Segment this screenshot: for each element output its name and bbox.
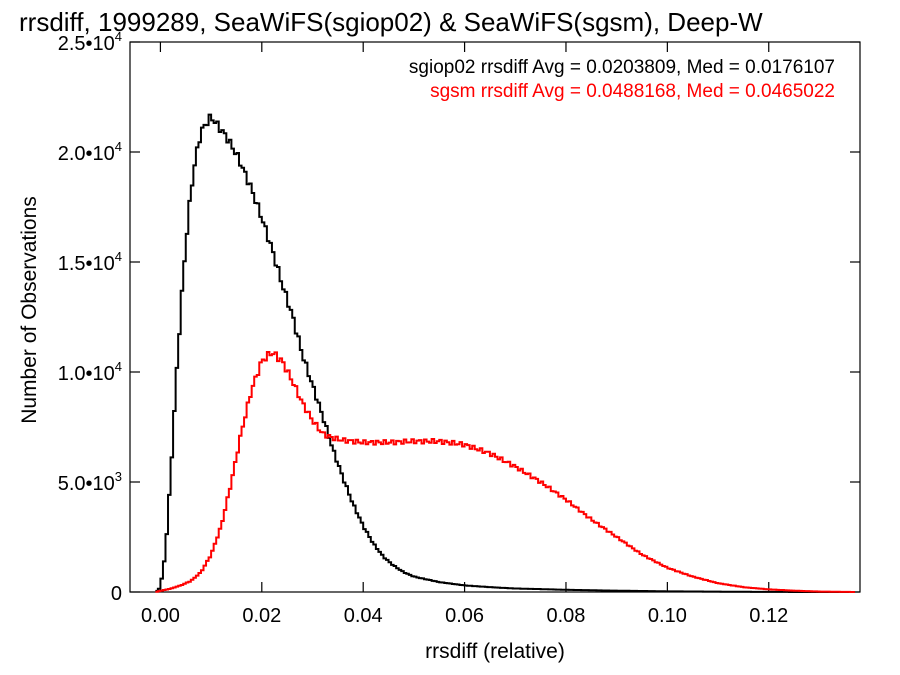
legend: sgiop02 rrsdiff Avg = 0.0203809, Med = 0…	[409, 57, 835, 102]
y-tick-label: 5.0•103	[58, 469, 122, 495]
x-tick-label: 0.02	[242, 605, 281, 627]
x-axis-label: rrsdiff (relative)	[425, 640, 565, 663]
axes: 0.00 0.02 0.04 0.06 0.08 0.10 0.12 0 5.0•103 1.0•…	[58, 29, 861, 627]
y-tick-label: 2.0•104	[58, 139, 122, 165]
histogram-series-2	[155, 351, 855, 593]
series-layer	[155, 113, 855, 593]
x-tick-label: 0.08	[547, 605, 586, 627]
x-tick-label: 0.04	[344, 605, 383, 627]
x-tick-label: 0.10	[648, 605, 687, 627]
x-tick-label: 0.00	[141, 605, 180, 627]
histogram-series-1	[155, 113, 855, 593]
legend-entry-2: sgsm rrsdiff Avg = 0.0488168, Med = 0.04…	[430, 81, 835, 102]
y-tick-label: 1.0•104	[58, 359, 122, 385]
x-tick-label: 0.06	[445, 605, 484, 627]
chart-title: rrsdiff, 1999289, SeaWiFS(sgiop02) & Sea…	[19, 7, 763, 37]
legend-entry-1: sgiop02 rrsdiff Avg = 0.0203809, Med = 0…	[409, 57, 835, 78]
plot-frame	[129, 41, 861, 593]
y-tick-label: 1.5•104	[58, 249, 122, 275]
y-tick-label: 0	[111, 583, 122, 605]
y-tick-label: 2.5•104	[58, 29, 122, 55]
x-tick-label: 0.12	[749, 605, 788, 627]
